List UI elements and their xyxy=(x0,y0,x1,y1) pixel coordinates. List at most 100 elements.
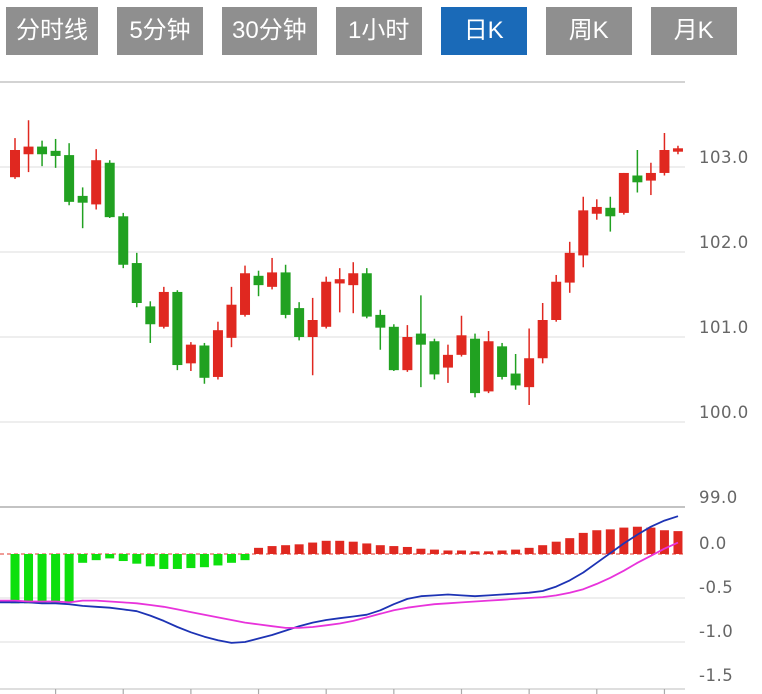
candle-body xyxy=(659,150,670,173)
macd-histogram-bar xyxy=(538,545,548,554)
candle-body xyxy=(388,326,399,371)
macd-histogram-bar xyxy=(375,545,385,554)
macd-histogram-bar xyxy=(429,549,439,554)
candle-body xyxy=(77,195,88,203)
candle-body xyxy=(185,344,196,364)
macd-histogram-bar xyxy=(78,554,88,563)
candle-body xyxy=(199,345,210,378)
candle-body xyxy=(672,148,683,152)
macd-histogram-bar xyxy=(254,547,264,554)
candle-body xyxy=(429,341,440,375)
macd-histogram-bar xyxy=(348,541,358,554)
tab-5min[interactable]: 5分钟 xyxy=(117,7,203,55)
candle-body xyxy=(334,279,345,284)
macd-histogram-bar xyxy=(659,530,669,554)
candle-body xyxy=(131,263,142,303)
y-axis-label-macd: -1.0 xyxy=(699,622,733,641)
candle-body xyxy=(64,155,75,202)
macd-histogram-bar xyxy=(51,554,61,604)
macd-histogram-bar xyxy=(213,554,223,566)
macd-histogram-bar xyxy=(402,546,412,554)
candle-body xyxy=(470,338,481,394)
macd-histogram-bar xyxy=(118,554,128,562)
macd-histogram-bar xyxy=(646,527,656,554)
macd-histogram-bar xyxy=(91,554,101,561)
macd-histogram-bar xyxy=(497,550,507,554)
macd-histogram-bar xyxy=(321,540,331,554)
macd-histogram-bar xyxy=(172,554,182,569)
macd-histogram-bar xyxy=(199,554,209,568)
macd-histogram-bar xyxy=(484,551,494,554)
macd-line-dea xyxy=(0,541,679,629)
candle-body xyxy=(23,146,34,155)
macd-histogram-bar xyxy=(578,532,588,554)
macd-histogram-bar xyxy=(632,526,642,554)
candle-body xyxy=(267,272,278,287)
y-axis-label-price: 101.0 xyxy=(699,318,749,337)
macd-histogram-bar xyxy=(132,554,142,564)
y-axis-label-price: 99.0 xyxy=(699,488,738,507)
tab-30min[interactable]: 30分钟 xyxy=(222,7,317,55)
period-toolbar: 分时线 5分钟 30分钟 1小时 日K 周K 月K xyxy=(0,0,762,55)
macd-histogram-bar xyxy=(186,554,196,569)
macd-histogram-bar xyxy=(281,545,291,554)
candle-body xyxy=(605,207,616,217)
macd-histogram-bar xyxy=(456,550,466,554)
macd-histogram-bar xyxy=(416,548,426,554)
candle-body xyxy=(145,306,156,325)
macd-histogram-bar xyxy=(362,543,372,554)
candle-body xyxy=(10,150,20,178)
candle-body xyxy=(91,160,102,205)
y-axis-label-price: 103.0 xyxy=(699,148,749,167)
candle-body xyxy=(104,162,115,218)
tab-weekly-k[interactable]: 周K xyxy=(545,7,632,55)
macd-histogram-bar xyxy=(524,547,534,554)
macd-histogram-bar xyxy=(294,544,304,554)
y-axis-label-macd: 0.0 xyxy=(699,534,727,553)
candle-body xyxy=(361,273,372,317)
macd-histogram-bar xyxy=(335,540,345,554)
tab-daily-k[interactable]: 日K xyxy=(440,7,527,55)
y-axis-label-price: 100.0 xyxy=(699,403,749,422)
candle-body xyxy=(618,172,629,213)
candle-body xyxy=(564,252,575,283)
candle-body xyxy=(50,150,61,156)
macd-histogram-bar xyxy=(105,554,115,559)
candle-body xyxy=(226,304,237,338)
candle-body xyxy=(212,330,223,377)
macd-histogram-bar xyxy=(308,542,318,554)
tab-minute-line[interactable]: 分时线 xyxy=(6,7,98,55)
candle-body xyxy=(578,210,589,256)
macd-histogram-bar xyxy=(240,554,250,561)
candle-body xyxy=(158,291,169,327)
candle-body xyxy=(280,272,291,315)
macd-histogram-bar xyxy=(443,550,453,554)
candle-body xyxy=(37,146,48,155)
macd-histogram-bar xyxy=(226,554,236,563)
candle-body xyxy=(172,291,183,366)
tab-monthly-k[interactable]: 月K xyxy=(650,7,737,55)
candle-body xyxy=(375,314,386,328)
candle-body xyxy=(240,273,251,315)
macd-histogram-bar xyxy=(145,554,155,567)
candle-body xyxy=(402,337,413,371)
candle-body xyxy=(551,281,562,320)
macd-line-dif xyxy=(0,515,679,644)
tab-1hour[interactable]: 1小时 xyxy=(335,7,422,55)
y-axis-label-price: 102.0 xyxy=(699,233,749,252)
macd-histogram-bar xyxy=(267,546,277,554)
candle-body xyxy=(253,275,264,286)
candle-body xyxy=(348,273,359,286)
candle-body xyxy=(321,281,332,327)
macd-histogram-bar xyxy=(619,527,629,554)
macd-histogram-bar xyxy=(511,549,521,554)
candle-body xyxy=(456,335,467,355)
macd-histogram-bar xyxy=(551,541,561,554)
macd-histogram-bar xyxy=(10,554,20,604)
candle-body xyxy=(442,354,453,368)
macd-histogram-bar xyxy=(592,530,602,554)
macd-histogram-bar xyxy=(389,546,399,554)
candle-body xyxy=(415,333,426,345)
candle-body xyxy=(307,320,318,337)
macd-histogram-bar xyxy=(565,538,575,554)
